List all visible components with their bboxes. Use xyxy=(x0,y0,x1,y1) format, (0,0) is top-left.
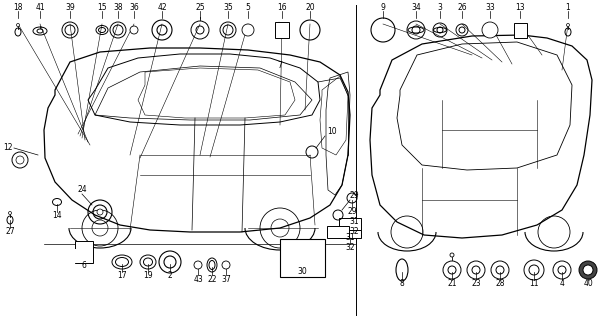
Text: 40: 40 xyxy=(583,279,593,289)
Text: 10: 10 xyxy=(327,127,337,137)
Text: 31: 31 xyxy=(349,218,359,227)
Circle shape xyxy=(130,26,138,34)
Text: 9: 9 xyxy=(380,3,385,12)
Bar xyxy=(339,230,361,238)
Text: 32: 32 xyxy=(345,244,355,252)
Text: 18: 18 xyxy=(13,3,23,12)
Text: 22: 22 xyxy=(207,275,217,284)
Text: 36: 36 xyxy=(129,3,139,12)
Text: 31: 31 xyxy=(345,234,355,243)
Text: 7: 7 xyxy=(278,60,282,69)
Circle shape xyxy=(97,209,103,215)
Text: 29: 29 xyxy=(349,191,359,201)
Text: 42: 42 xyxy=(157,3,167,12)
Text: 3: 3 xyxy=(438,3,442,12)
Text: 11: 11 xyxy=(529,279,539,289)
Text: 28: 28 xyxy=(495,279,504,289)
Text: 19: 19 xyxy=(143,271,153,281)
Text: 21: 21 xyxy=(447,279,457,289)
Text: 2: 2 xyxy=(167,271,172,281)
Text: 25: 25 xyxy=(195,3,205,12)
Text: 35: 35 xyxy=(223,3,233,12)
Circle shape xyxy=(242,24,254,36)
Circle shape xyxy=(566,23,569,27)
Text: 8: 8 xyxy=(400,279,405,289)
Text: 1: 1 xyxy=(566,3,570,12)
Text: 13: 13 xyxy=(515,3,525,12)
Text: 38: 38 xyxy=(113,3,123,12)
Bar xyxy=(75,249,83,263)
Text: 30: 30 xyxy=(297,268,307,276)
Text: 15: 15 xyxy=(97,3,107,12)
Text: 23: 23 xyxy=(471,279,481,289)
Circle shape xyxy=(194,261,202,269)
Text: 12: 12 xyxy=(3,143,13,153)
Text: 32: 32 xyxy=(349,228,359,236)
Text: 33: 33 xyxy=(485,3,495,12)
Circle shape xyxy=(482,22,498,38)
Text: 6: 6 xyxy=(81,261,87,270)
Text: 5: 5 xyxy=(246,3,250,12)
Circle shape xyxy=(222,261,230,269)
Text: 16: 16 xyxy=(277,3,287,12)
Bar xyxy=(279,239,324,277)
Text: 34: 34 xyxy=(411,3,421,12)
Text: 17: 17 xyxy=(117,271,127,281)
Text: 20: 20 xyxy=(305,3,315,12)
Text: 43: 43 xyxy=(193,275,203,284)
Bar xyxy=(275,22,289,38)
Circle shape xyxy=(8,212,11,214)
Text: 41: 41 xyxy=(35,3,45,12)
Bar xyxy=(514,22,527,37)
Text: 24: 24 xyxy=(77,186,87,195)
Text: 29: 29 xyxy=(347,207,357,217)
Text: 14: 14 xyxy=(52,212,62,220)
Bar xyxy=(339,218,361,230)
Text: 39: 39 xyxy=(65,3,75,12)
Bar xyxy=(75,241,93,263)
Text: 4: 4 xyxy=(560,279,565,289)
Circle shape xyxy=(16,156,24,164)
Text: 26: 26 xyxy=(457,3,467,12)
Bar xyxy=(327,226,349,238)
Text: 27: 27 xyxy=(5,228,15,236)
Circle shape xyxy=(579,261,597,279)
Circle shape xyxy=(583,265,593,275)
Text: 37: 37 xyxy=(221,275,231,284)
Circle shape xyxy=(16,23,19,27)
